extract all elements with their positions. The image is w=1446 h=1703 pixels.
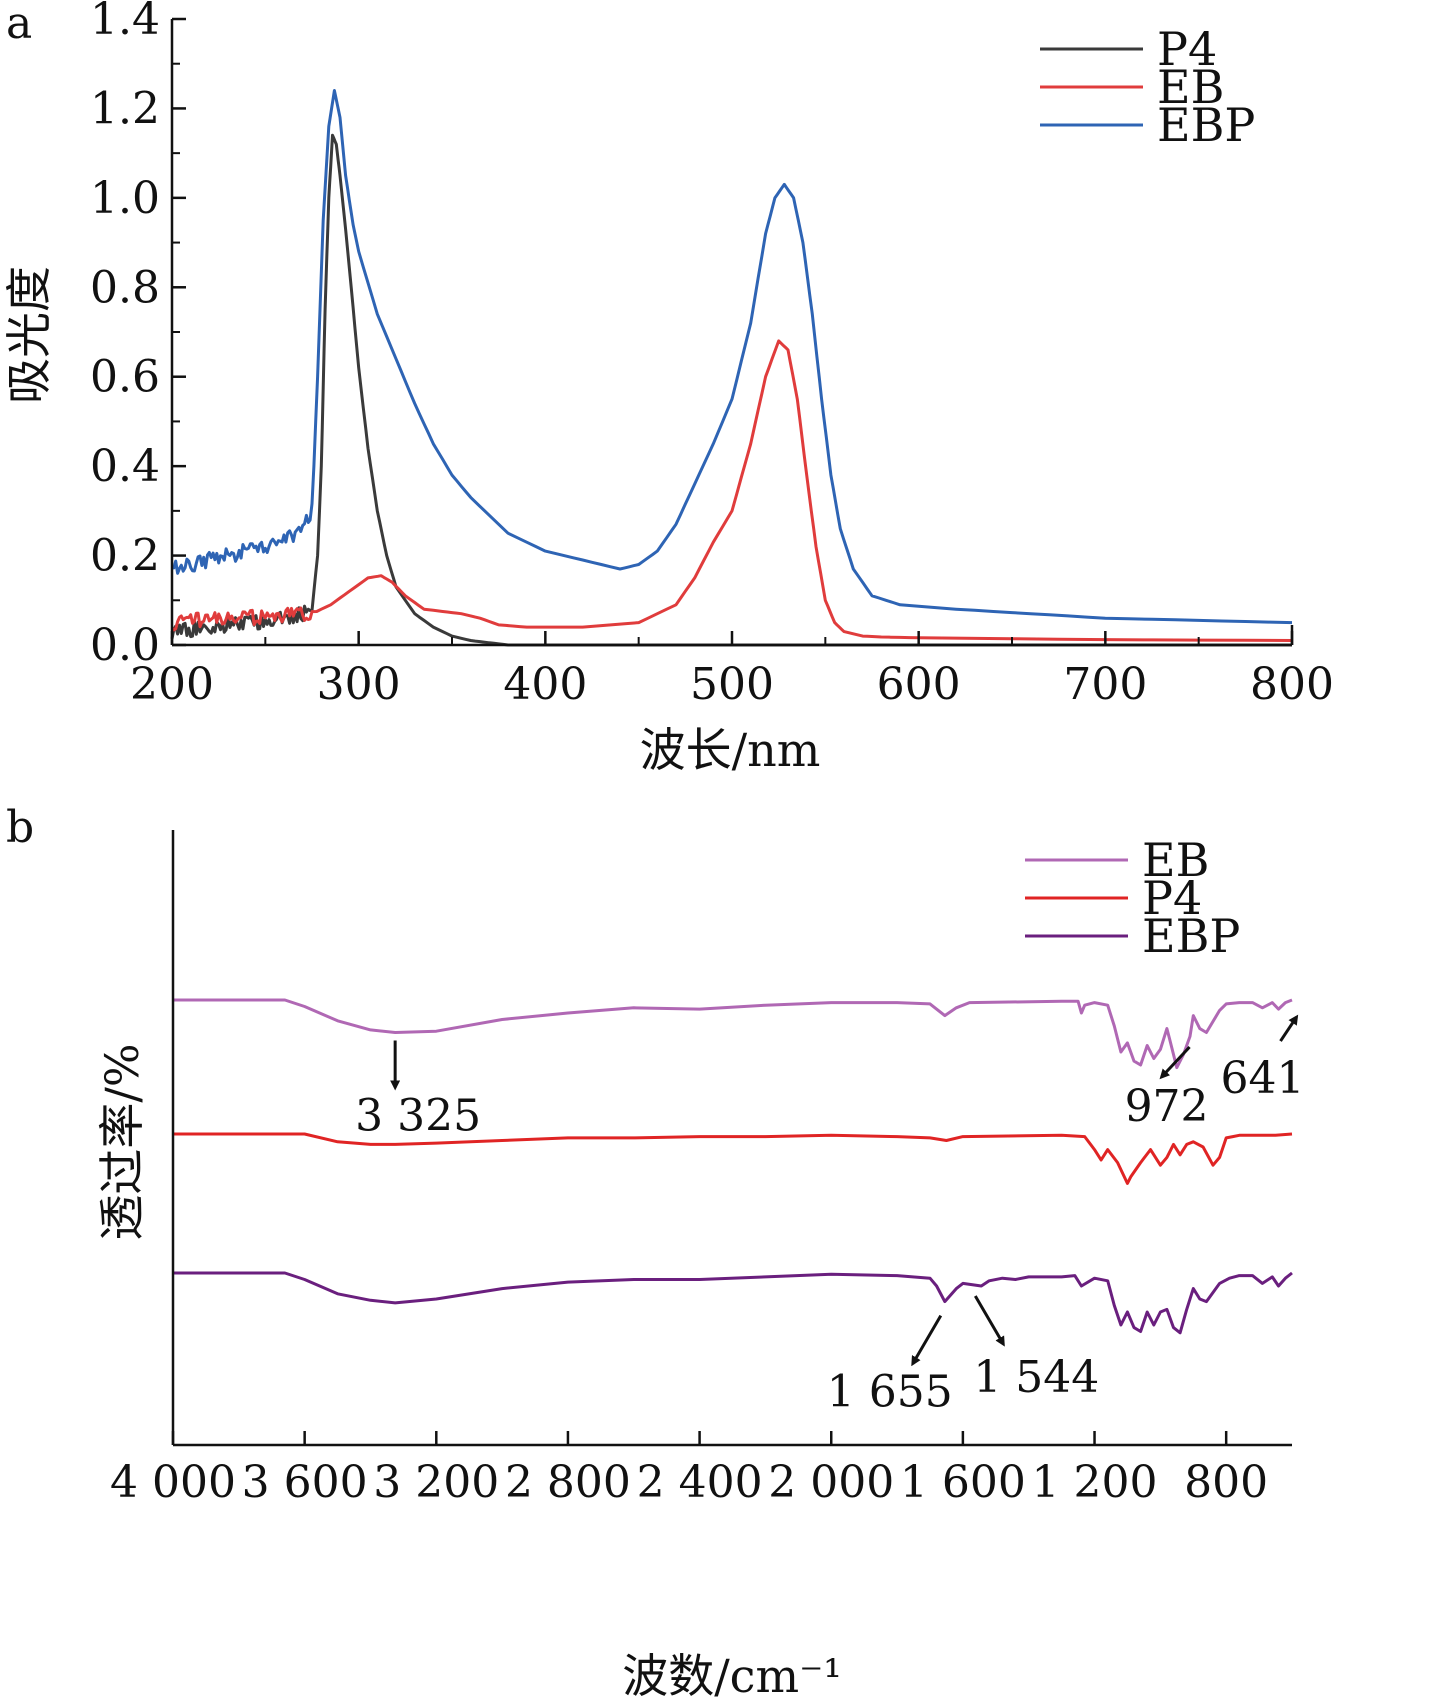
x-tick-label: 1 600 <box>900 1457 1026 1508</box>
panel-a-x-ticks: 200 300 400 500 600 700 800 <box>130 631 1334 710</box>
panel-a-letter: a <box>6 0 32 49</box>
legend-label-p4: P4 <box>1157 22 1217 76</box>
annotation-label: 3 325 <box>355 1091 481 1142</box>
annotation-label: 1 655 <box>827 1367 953 1418</box>
legend-label-eb: EB <box>1142 833 1209 887</box>
annotation-arrow <box>911 1314 943 1367</box>
x-tick-label: 4 000 <box>110 1457 236 1508</box>
y-tick-label: 0.6 <box>90 352 160 403</box>
x-tick-label: 1 200 <box>1032 1457 1158 1508</box>
legend-label-p4: P4 <box>1142 871 1202 925</box>
series-line-p4 <box>170 133 1292 647</box>
y-tick-label: 0.0 <box>90 620 160 671</box>
panel-a-legend: P4 EB EBP <box>1040 22 1255 152</box>
y-tick-label: 1.0 <box>90 173 160 224</box>
x-tick-label: 300 <box>317 659 401 710</box>
x-tick-label: 2 400 <box>637 1457 763 1508</box>
legend-label-ebp: EBP <box>1142 909 1240 963</box>
y-tick-label: 1.4 <box>90 0 160 45</box>
y-tick-label: 0.2 <box>90 531 160 582</box>
x-tick-label: 700 <box>1063 659 1147 710</box>
legend-label-eb: EB <box>1157 60 1224 114</box>
series-line-eb <box>173 998 1293 1070</box>
panel-b-x-ticks: 4 000 3 600 3 200 2 800 2 400 2 000 1 600 1 200… <box>110 1431 1268 1508</box>
panel-a-y-axis-title: 吸光度 <box>2 266 56 404</box>
x-tick-label: 400 <box>503 659 587 710</box>
annotation-label: 641 <box>1221 1053 1305 1104</box>
annotation-label: 1 544 <box>973 1352 1099 1403</box>
panel-b-x-axis-title: 波数/cm⁻¹ <box>622 1649 842 1703</box>
x-tick-label: 3 200 <box>373 1457 499 1508</box>
series-line-eb <box>170 339 1293 642</box>
panel-a-x-axis-title: 波长/nm <box>640 723 821 777</box>
panel-b-y-axis-title: 透过率/% <box>95 1043 149 1240</box>
x-tick-label: 500 <box>690 659 774 710</box>
x-tick-label: 800 <box>1250 659 1334 710</box>
series-line-ebp <box>171 89 1293 625</box>
x-tick-label: 3 600 <box>242 1457 368 1508</box>
panel-b-letter: b <box>6 802 34 853</box>
legend-label-ebp: EBP <box>1157 98 1255 152</box>
panel-a-y-ticks: 0.0 0.2 0.4 0.6 0.8 1.0 1.2 1.4 <box>90 0 186 671</box>
panel-b-legend: EB P4 EBP <box>1025 833 1240 963</box>
y-tick-label: 0.4 <box>90 441 160 492</box>
panel-a-series-group <box>170 89 1293 647</box>
series-line-ebp <box>173 1271 1293 1335</box>
y-tick-label: 0.8 <box>90 262 160 313</box>
annotation-label: 972 <box>1125 1081 1209 1132</box>
x-tick-label: 2 800 <box>505 1457 631 1508</box>
annotation-arrow <box>1279 1014 1299 1042</box>
series-line-p4 <box>173 1132 1293 1185</box>
annotation-arrow <box>1159 1045 1191 1080</box>
panel-b-series-group <box>173 998 1293 1335</box>
panel-b-chart: b 4 000 3 600 3 200 2 800 2 400 2 000 1 600 1 2… <box>6 802 1304 1703</box>
y-tick-label: 1.2 <box>90 83 160 134</box>
panel-a-chart: a 200 300 400 500 600 700 800 0.0 0.2 0.4 0.6 0.8 1… <box>2 0 1334 777</box>
x-tick-label: 2 000 <box>768 1457 894 1508</box>
x-tick-label: 200 <box>130 659 214 710</box>
x-tick-label: 800 <box>1184 1457 1268 1508</box>
x-tick-label: 600 <box>877 659 961 710</box>
annotation-arrow <box>974 1295 1005 1347</box>
